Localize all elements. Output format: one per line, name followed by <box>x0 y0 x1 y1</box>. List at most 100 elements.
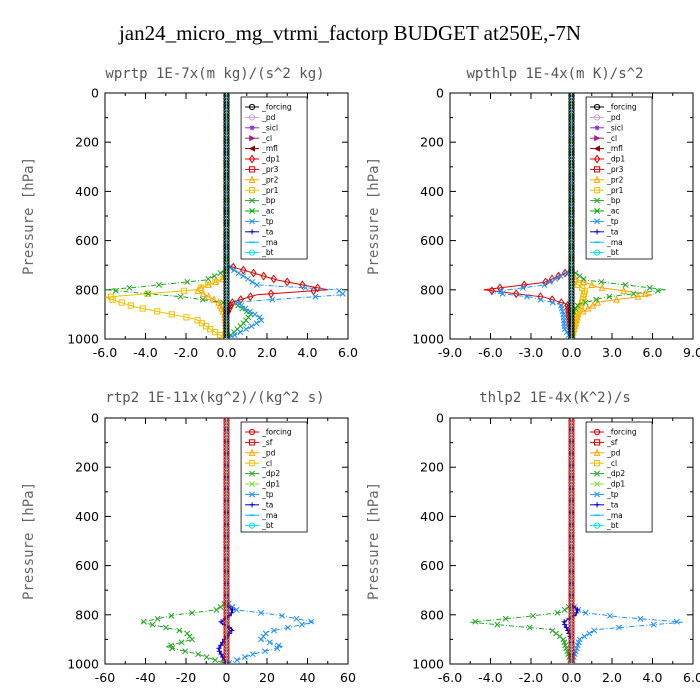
legend-marker <box>248 103 256 111</box>
data-point-bp <box>654 287 661 294</box>
data-point-tp <box>233 606 240 613</box>
data-point-ta <box>218 619 224 625</box>
legend-marker <box>594 208 601 214</box>
legend-marker <box>594 197 601 204</box>
x-tick-label: -6.0 <box>93 345 117 360</box>
legend-entry: _bt <box>261 521 274 530</box>
data-point-pr2 <box>589 301 597 309</box>
data-point-bp <box>646 284 653 291</box>
data-point-dp2 <box>213 606 220 613</box>
data-point-dp2 <box>189 636 196 643</box>
data-point-pr1 <box>205 281 212 288</box>
series-line-dp1 <box>483 93 572 339</box>
data-point-dp2 <box>561 606 568 613</box>
data-point-dp1 <box>314 283 321 293</box>
legend-marker <box>249 481 256 487</box>
series-line-pr1 <box>105 93 227 339</box>
legend-marker <box>593 114 601 121</box>
y-tick-label: 800 <box>75 282 99 297</box>
legend-entry: _dp2 <box>606 469 625 478</box>
data-point-pr1 <box>180 287 188 294</box>
data-point-dp2 <box>169 645 176 652</box>
legend-entry: _bt <box>606 521 619 530</box>
series-group <box>483 93 667 339</box>
data-point-tp <box>258 317 265 324</box>
y-tick-label: 1000 <box>67 332 99 347</box>
series-line-tp <box>490 93 572 339</box>
x-tick-label: 0.0 <box>562 345 582 360</box>
x-tick-label: 2.0 <box>602 670 622 685</box>
data-point-bp <box>576 273 583 279</box>
legend-marker <box>594 125 600 131</box>
data-point-tp <box>244 276 251 282</box>
data-point-bp <box>184 278 191 285</box>
panel-2: wpthlp 1E-4x(m K)/s^2 Pressure [hPa] -9.0 -… <box>366 66 700 360</box>
legend-marker <box>593 428 601 436</box>
data-point-tp <box>582 609 589 616</box>
y-tick-label: 400 <box>75 184 99 199</box>
legend-box <box>585 421 653 533</box>
data-point-pr1 <box>212 278 219 286</box>
y-axis-label: Pressure [hPa] <box>21 482 37 600</box>
x-tick-label: 60 <box>340 670 356 685</box>
legend-marker <box>594 218 601 225</box>
legend-marker <box>249 470 256 477</box>
data-point-pr2 <box>598 283 606 291</box>
legend-entry: _tp <box>261 490 274 499</box>
data-point-tp <box>557 273 564 279</box>
legend-entry: _pr2 <box>261 175 279 184</box>
legend-marker <box>248 187 256 194</box>
legend-entry: _ac <box>261 207 274 216</box>
data-point-pr1 <box>219 275 226 283</box>
data-point-tp <box>247 308 253 315</box>
data-point-dp2 <box>162 624 169 631</box>
legend-entry: _pr2 <box>606 175 624 184</box>
legend-entry: _forcing <box>261 428 292 437</box>
data-point-dp2 <box>178 639 185 646</box>
data-point-tp <box>266 639 273 646</box>
data-point-tp <box>537 296 544 303</box>
legend-marker <box>593 249 601 256</box>
panel-3: rtp2 1E-11x(kg^2)/(kg^2 s) Pressure [hPa]… <box>21 390 356 685</box>
x-tick-label: 40 <box>300 670 316 685</box>
x-tick-label: -9.0 <box>438 345 462 360</box>
data-point-ta <box>565 627 571 634</box>
panel-title: rtp2 1E-11x(kg^2)/(kg^2 s) <box>105 390 324 406</box>
data-point-tp <box>285 624 291 631</box>
y-tick-label: 200 <box>75 135 99 150</box>
legend-entry: _forcing <box>261 103 292 112</box>
data-point-ta <box>573 610 579 616</box>
data-point-tp <box>293 615 300 622</box>
legend-marker <box>248 154 256 164</box>
x-tick-label: 20 <box>259 670 275 685</box>
data-point-dp1 <box>488 286 496 296</box>
series-group <box>105 93 346 339</box>
data-point-bp <box>574 302 581 309</box>
data-point-bp <box>593 296 600 303</box>
legend-entry: _dp2 <box>261 469 280 478</box>
legend-entry: _dp1 <box>261 480 280 489</box>
data-point-tp <box>253 320 260 327</box>
legend-marker <box>249 197 256 204</box>
data-point-dp2 <box>154 615 161 622</box>
data-point-bp <box>126 284 133 291</box>
data-point-bp <box>598 278 605 285</box>
panel-title: thlp2 1E-4x(K^2)/s <box>479 390 631 406</box>
data-point-pr2 <box>641 289 649 297</box>
data-point-dp2 <box>217 603 224 610</box>
data-point-tp <box>563 329 570 336</box>
x-tick-label: 4.0 <box>298 345 318 360</box>
legend-entry: _ta <box>261 500 273 509</box>
legend-entry: _pr3 <box>261 165 279 174</box>
legend-entry: _pd <box>606 113 621 122</box>
legend-marker <box>594 481 601 487</box>
data-point-pr2 <box>210 295 218 303</box>
data-point-tp <box>238 302 245 309</box>
y-tick-label: 800 <box>420 282 444 297</box>
data-point-dp2 <box>212 657 219 664</box>
data-point-pr2 <box>620 286 628 294</box>
data-point-dp2 <box>472 618 479 625</box>
data-point-tp <box>257 609 264 616</box>
data-point-pr1 <box>127 302 134 309</box>
